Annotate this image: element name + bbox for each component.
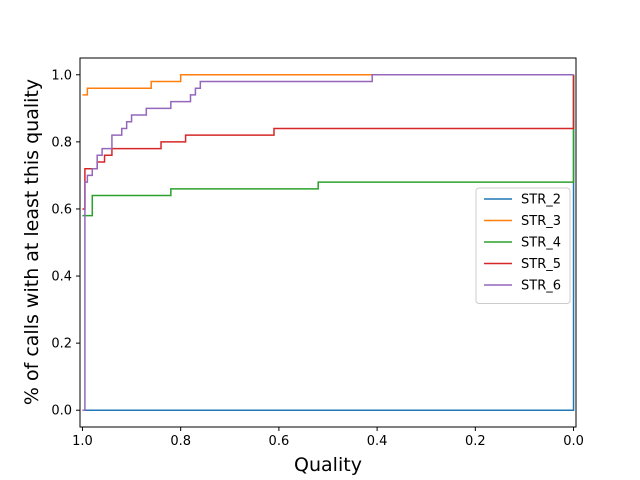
legend-label: STR_6 [521,279,561,294]
legend-label: STR_4 [521,236,561,251]
y-tick-label: 0.8 [51,135,72,150]
x-tick-label: 0.8 [170,434,191,449]
series-line-str-4 [82,74,575,217]
plot-frame [79,57,577,428]
series-layer [82,74,575,411]
x-tick-label: 1.0 [72,434,93,449]
x-tick-label: 0.4 [367,434,388,449]
y-tick-label: 0.4 [51,270,72,285]
legend-box [475,187,571,304]
x-axis: 1.0 0.8 0.6 0.4 0.2 0.0 [72,427,584,449]
series-line-str-3 [82,74,574,96]
y-tick-label: 0.6 [51,202,72,217]
x-tick-label: 0.0 [563,434,584,449]
legend: STR_2 STR_3 STR_4 STR_5 STR_6 [475,187,571,304]
legend-label: STR_5 [521,257,561,272]
series-line-str-2 [82,74,575,411]
y-tick-label: 0.0 [51,404,72,419]
legend-label: STR_3 [521,214,561,229]
x-tick-label: 0.6 [269,434,290,449]
series-line-str-6 [82,74,574,411]
y-tick-label: 1.0 [51,68,72,83]
x-tick-label: 0.2 [465,434,486,449]
y-axis: 0.0 0.2 0.4 0.6 0.8 1.0 [51,68,80,419]
y-axis-label: % of calls with at least this quality [21,79,43,405]
legend-label: STR_2 [521,193,561,208]
x-axis-label: Quality [294,454,362,476]
y-tick-label: 0.2 [51,337,72,352]
